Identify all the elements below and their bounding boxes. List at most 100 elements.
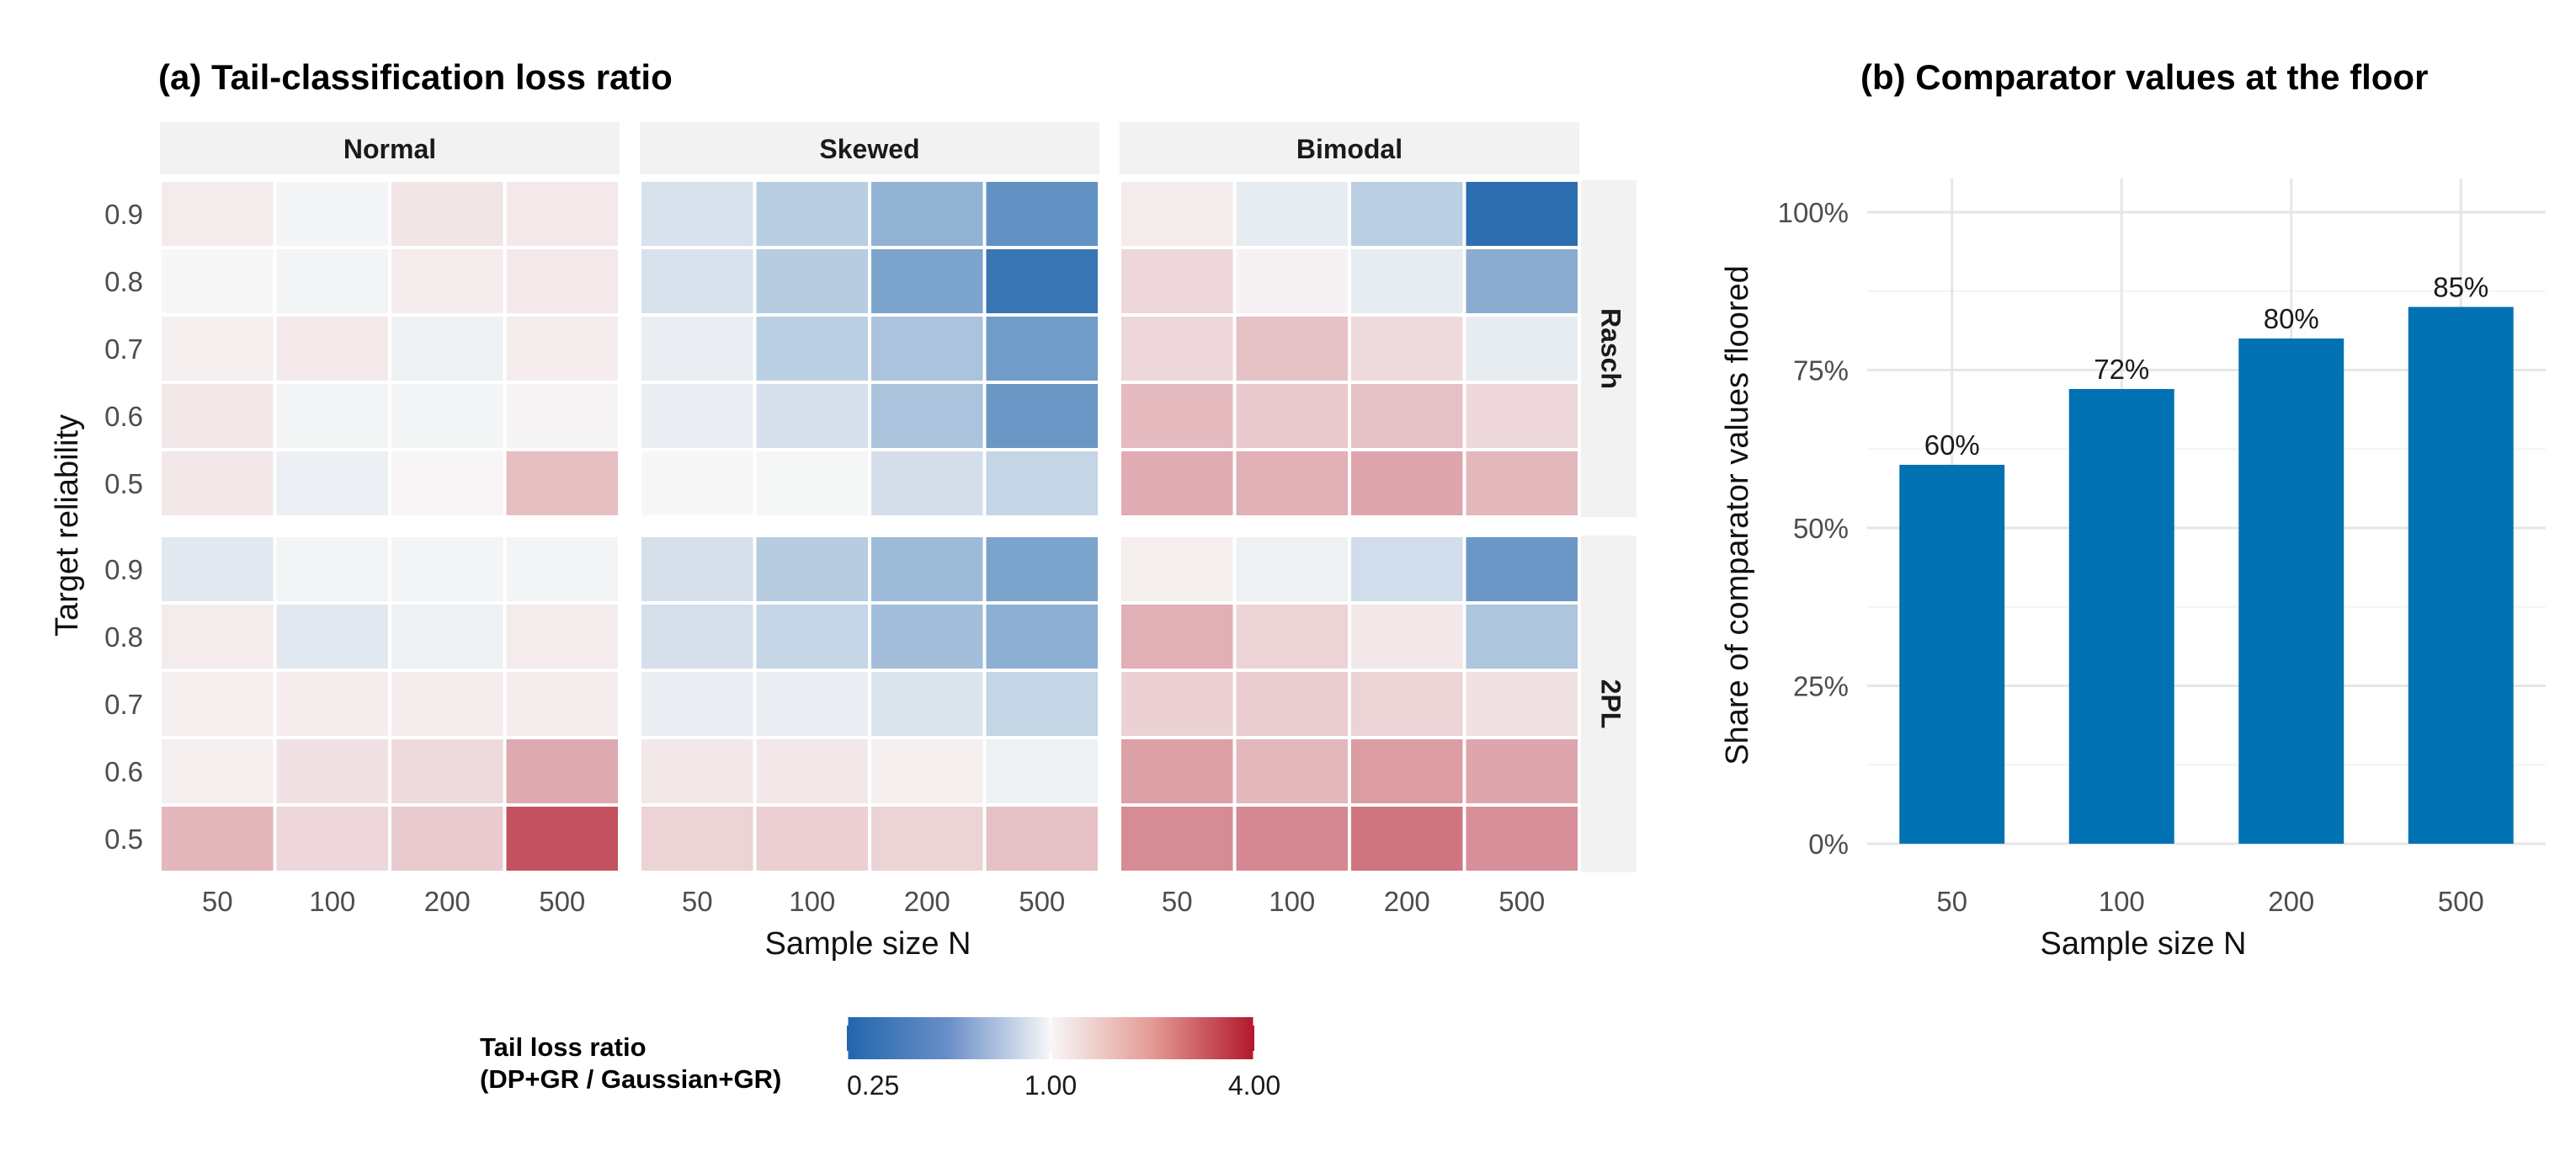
heatmap-cell bbox=[388, 803, 507, 874]
x-tick-label: 50 bbox=[682, 886, 713, 917]
heatmap-cell bbox=[1118, 803, 1237, 874]
heatmap-cell bbox=[503, 736, 621, 807]
bar-200 bbox=[2238, 338, 2344, 844]
heatmap-cell bbox=[158, 448, 277, 519]
heatmap-cell bbox=[158, 313, 277, 384]
heatmap-cell bbox=[1462, 246, 1581, 317]
y-tick-label: 0.5 bbox=[104, 468, 143, 499]
bar-100 bbox=[2068, 389, 2174, 844]
heatmap-cell bbox=[1118, 534, 1237, 605]
heatmap-cell bbox=[1348, 803, 1466, 874]
bar-title: (b) Comparator values at the floor bbox=[1860, 57, 2428, 97]
y-tick-label: 50% bbox=[1793, 513, 1849, 544]
heatmap-cell bbox=[273, 179, 391, 249]
heatmap-ylabel: Target reliability bbox=[50, 414, 85, 637]
heatmap-cell bbox=[158, 601, 277, 672]
heatmap-cell bbox=[1462, 381, 1581, 451]
bar-value-label: 80% bbox=[2264, 303, 2319, 334]
heatmap-cell bbox=[1462, 448, 1581, 519]
heatmap-cell bbox=[982, 669, 1101, 739]
heatmap-cell bbox=[1232, 313, 1351, 384]
heatmap-cell bbox=[982, 246, 1101, 317]
heatmap-cell bbox=[273, 246, 391, 317]
heatmap-cell bbox=[273, 313, 391, 384]
bar-500 bbox=[2408, 306, 2514, 844]
x-tick-label: 50 bbox=[1162, 886, 1193, 917]
heatmap-cell bbox=[1348, 179, 1466, 249]
heatmap-cell bbox=[503, 313, 621, 384]
x-tick-label: 500 bbox=[2438, 886, 2484, 917]
heatmap-cell bbox=[503, 803, 621, 874]
bar-panel: (b) Comparator values at the floor 60% 72… bbox=[1720, 57, 2546, 962]
heatmap-cell bbox=[753, 601, 871, 672]
heatmap-cell bbox=[503, 246, 621, 317]
heatmap-cell bbox=[638, 669, 757, 739]
facet-strip-skewed bbox=[640, 122, 1099, 174]
heatmap-cell bbox=[753, 803, 871, 874]
x-tick-label: 500 bbox=[539, 886, 585, 917]
heatmap-cell bbox=[638, 246, 757, 317]
facet-strips: Normal Skewed Bimodal Rasch 2PL bbox=[160, 122, 1637, 872]
heatmap-cell bbox=[503, 381, 621, 451]
heatmap-cell bbox=[1118, 601, 1237, 672]
colorbar-tick-label: 0.25 bbox=[847, 1070, 899, 1101]
x-tick-label: 200 bbox=[1384, 886, 1430, 917]
x-tick-label: 100 bbox=[1269, 886, 1315, 917]
heatmap-cell bbox=[1232, 534, 1351, 605]
heatmap-xlabel: Sample size N bbox=[765, 926, 971, 962]
heatmap-cell bbox=[638, 179, 757, 249]
heatmap-cell bbox=[1232, 736, 1351, 807]
heatmap-cell bbox=[158, 534, 277, 605]
facet-strip-rasch bbox=[1581, 180, 1637, 517]
x-tick-label: 50 bbox=[1936, 886, 1967, 917]
y-tick-label: 0.9 bbox=[104, 199, 143, 230]
heatmap-cell bbox=[982, 601, 1101, 672]
heatmap-cell bbox=[1232, 381, 1351, 451]
heatmap-cell bbox=[982, 381, 1101, 451]
facet-label-skewed: Skewed bbox=[819, 134, 919, 164]
y-tick-label: 0.5 bbox=[104, 824, 143, 855]
heatmap-cell bbox=[1348, 669, 1466, 739]
heatmap-cell bbox=[273, 381, 391, 451]
y-tick-label: 0.7 bbox=[104, 333, 143, 365]
legend-title-line2: (DP+GR / Gaussian+GR) bbox=[480, 1064, 781, 1094]
colorbar-tick-label: 1.00 bbox=[1025, 1070, 1077, 1101]
heatmap-cell bbox=[1118, 448, 1237, 519]
heatmap-cell bbox=[388, 381, 507, 451]
heatmap-cell bbox=[158, 803, 277, 874]
bar-xlabel: Sample size N bbox=[2041, 926, 2247, 962]
heatmap-cell bbox=[1462, 534, 1581, 605]
facet-strip-2pl bbox=[1581, 536, 1637, 872]
heatmap-cell bbox=[1232, 601, 1351, 672]
facet-strip-normal bbox=[160, 122, 620, 174]
heatmap-cell bbox=[158, 736, 277, 807]
heatmap-cell bbox=[388, 601, 507, 672]
heatmap-cell bbox=[273, 448, 391, 519]
heatmap-cell bbox=[753, 246, 871, 317]
y-tick-label: 0.9 bbox=[104, 554, 143, 585]
legend-title-line1: Tail loss ratio bbox=[480, 1032, 647, 1062]
heatmap-cell bbox=[1348, 736, 1466, 807]
heatmap-cell bbox=[158, 179, 277, 249]
heatmap-cell bbox=[503, 601, 621, 672]
y-tick-label: 100% bbox=[1778, 197, 1849, 228]
heatmap-cell bbox=[868, 313, 987, 384]
y-tick-label: 25% bbox=[1793, 671, 1849, 702]
heatmap-cell bbox=[1348, 381, 1466, 451]
heatmap-cell bbox=[1348, 448, 1466, 519]
x-tick-label: 50 bbox=[202, 886, 233, 917]
heatmap-cell bbox=[868, 246, 987, 317]
x-tick-label: 100 bbox=[309, 886, 355, 917]
heatmap-cell bbox=[1232, 669, 1351, 739]
heatmap-cell bbox=[1462, 736, 1581, 807]
heatmap-cell bbox=[982, 179, 1101, 249]
heatmap-cell bbox=[982, 448, 1101, 519]
heatmap-cell bbox=[868, 803, 987, 874]
bar-value-label: 85% bbox=[2433, 272, 2488, 303]
heatmap-cell bbox=[158, 246, 277, 317]
heatmap-cell bbox=[273, 601, 391, 672]
heatmap-cell bbox=[388, 534, 507, 605]
heatmap-cell bbox=[753, 381, 871, 451]
heatmap-cell bbox=[1118, 313, 1237, 384]
y-tick-label: 0.8 bbox=[104, 621, 143, 653]
